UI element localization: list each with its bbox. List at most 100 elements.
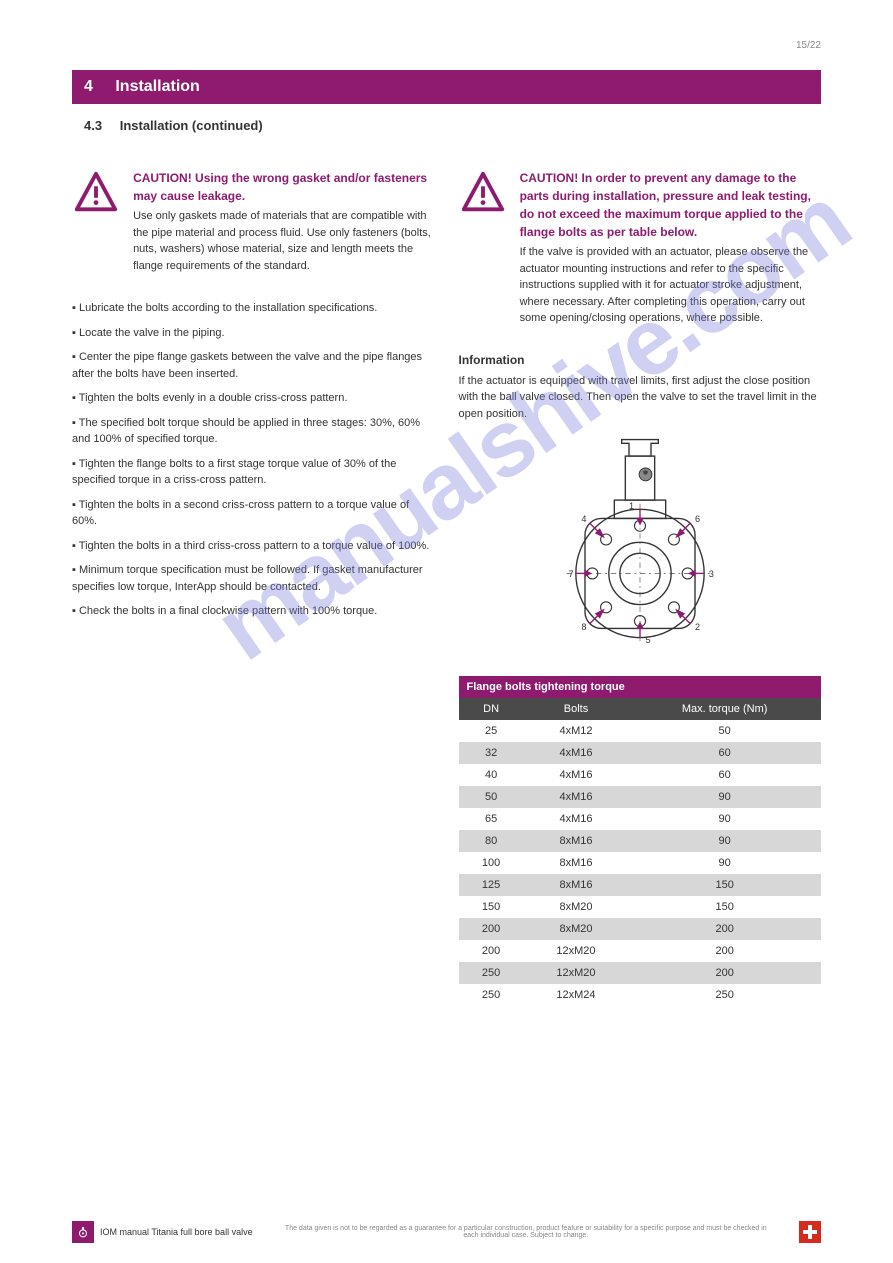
bullet-4: ▪ The specified bolt torque should be ap…: [72, 415, 435, 448]
table-row: 1258xM16150: [459, 874, 822, 896]
footer-left-text: IOM manual Titania full bore ball valve: [100, 1227, 253, 1237]
table-cell: 32: [459, 742, 524, 764]
caution-left: CAUTION! Using the wrong gasket and/or f…: [72, 169, 435, 282]
table-cell: 90: [628, 830, 821, 852]
table-cell: 90: [628, 808, 821, 830]
swiss-flag-icon: [799, 1221, 821, 1243]
table-cell: 60: [628, 764, 821, 786]
diagram-label-6: 6: [695, 514, 700, 524]
bullet-3: ▪ Tighten the bolts evenly in a double c…: [72, 390, 435, 407]
table-row: 654xM1690: [459, 808, 822, 830]
th-bolts: Bolts: [524, 698, 629, 720]
table-cell: 100: [459, 852, 524, 874]
table-cell: 4xM12: [524, 720, 629, 742]
footer-disclaimer-2: each individual case. Subject to change.: [263, 1232, 789, 1239]
caution-left-title: CAUTION! Using the wrong gasket and/or f…: [133, 169, 432, 205]
table-row: 324xM1660: [459, 742, 822, 764]
table-cell: 250: [459, 962, 524, 984]
table-cell: 12xM24: [524, 984, 629, 1006]
diagram-label-7: 7: [568, 569, 573, 579]
bullet-8: ▪ Minimum torque specification must be f…: [72, 562, 435, 595]
diagram-label-5: 5: [645, 635, 650, 645]
table-cell: 8xM16: [524, 830, 629, 852]
table-title: Flange bolts tightening torque: [459, 676, 822, 698]
table-cell: 12xM20: [524, 940, 629, 962]
caution-right: CAUTION! In order to prevent any damage …: [459, 169, 822, 335]
bullet-9: ▪ Check the bolts in a final clockwise p…: [72, 603, 435, 620]
subsection-header: 4.3 Installation (continued): [72, 112, 821, 145]
brand-icon: [72, 1221, 94, 1243]
table-cell: 65: [459, 808, 524, 830]
table-row: 808xM1690: [459, 830, 822, 852]
table-row: 25012xM24250: [459, 984, 822, 1006]
table-cell: 200: [628, 962, 821, 984]
table-cell: 4xM16: [524, 764, 629, 786]
warning-icon: [72, 169, 120, 220]
info-title: Information: [459, 353, 822, 367]
table-cell: 150: [628, 896, 821, 918]
table-cell: 4xM16: [524, 742, 629, 764]
section-title: Installation: [115, 78, 199, 95]
diagram-label-2: 2: [695, 622, 700, 632]
bullet-1: ▪ Locate the valve in the piping.: [72, 325, 435, 342]
valve-diagram: 1 2 3 4 5 6 7 8: [459, 430, 822, 660]
diagram-label-8: 8: [581, 622, 586, 632]
table-cell: 12xM20: [524, 962, 629, 984]
table-cell: 250: [459, 984, 524, 1006]
table-row: 20012xM20200: [459, 940, 822, 962]
page-number: 15/22: [796, 40, 821, 51]
table-cell: 200: [628, 940, 821, 962]
table-cell: 50: [628, 720, 821, 742]
table-cell: 150: [459, 896, 524, 918]
subsection-title: Installation (continued): [120, 118, 263, 133]
table-cell: 8xM16: [524, 874, 629, 896]
bullet-0: ▪ Lubricate the bolts according to the i…: [72, 300, 435, 317]
table-cell: 200: [459, 918, 524, 940]
bullet-5: ▪ Tighten the flange bolts to a first st…: [72, 456, 435, 489]
table-title-row: Flange bolts tightening torque: [459, 676, 822, 698]
torque-table: Flange bolts tightening torque DN Bolts …: [459, 676, 822, 1006]
table-cell: 200: [628, 918, 821, 940]
th-dn: DN: [459, 698, 524, 720]
subsection-number: 4.3: [84, 118, 102, 133]
table-cell: 8xM20: [524, 896, 629, 918]
info-body: If the actuator is equipped with travel …: [459, 373, 822, 423]
table-cell: 8xM20: [524, 918, 629, 940]
table-cell: 60: [628, 742, 821, 764]
table-row: 404xM1660: [459, 764, 822, 786]
table-cell: 40: [459, 764, 524, 786]
diagram-label-4: 4: [581, 514, 586, 524]
table-cell: 200: [459, 940, 524, 962]
table-cell: 4xM16: [524, 786, 629, 808]
section-header: 4 Installation: [72, 70, 821, 104]
table-cell: 90: [628, 786, 821, 808]
bullet-6: ▪ Tighten the bolts in a second criss-cr…: [72, 497, 435, 530]
th-torque: Max. torque (Nm): [628, 698, 821, 720]
table-cell: 125: [459, 874, 524, 896]
left-column: CAUTION! Using the wrong gasket and/or f…: [72, 169, 435, 1006]
caution-right-body: If the valve is provided with an actuato…: [520, 244, 819, 327]
diagram-label-1: 1: [629, 501, 634, 511]
caution-left-body: Use only gaskets made of materials that …: [133, 208, 432, 274]
table-row: 1008xM1690: [459, 852, 822, 874]
table-cell: 90: [628, 852, 821, 874]
bullet-2: ▪ Center the pipe flange gaskets between…: [72, 349, 435, 382]
table-row: 2008xM20200: [459, 918, 822, 940]
footer: IOM manual Titania full bore ball valve …: [72, 1221, 821, 1243]
table-cell: 250: [628, 984, 821, 1006]
bullet-7: ▪ Tighten the bolts in a third criss-cro…: [72, 538, 435, 555]
table-cell: 50: [459, 786, 524, 808]
table-cell: 4xM16: [524, 808, 629, 830]
table-header-row: DN Bolts Max. torque (Nm): [459, 698, 822, 720]
footer-disclaimer-1: The data given is not to be regarded as …: [263, 1225, 789, 1232]
table-cell: 150: [628, 874, 821, 896]
table-row: 25012xM20200: [459, 962, 822, 984]
section-number: 4: [84, 78, 93, 95]
table-cell: 25: [459, 720, 524, 742]
table-cell: 8xM16: [524, 852, 629, 874]
right-column: CAUTION! In order to prevent any damage …: [459, 169, 822, 1006]
caution-right-title: CAUTION! In order to prevent any damage …: [520, 169, 819, 241]
diagram-label-3: 3: [709, 569, 714, 579]
warning-icon: [459, 169, 507, 220]
table-row: 1508xM20150: [459, 896, 822, 918]
